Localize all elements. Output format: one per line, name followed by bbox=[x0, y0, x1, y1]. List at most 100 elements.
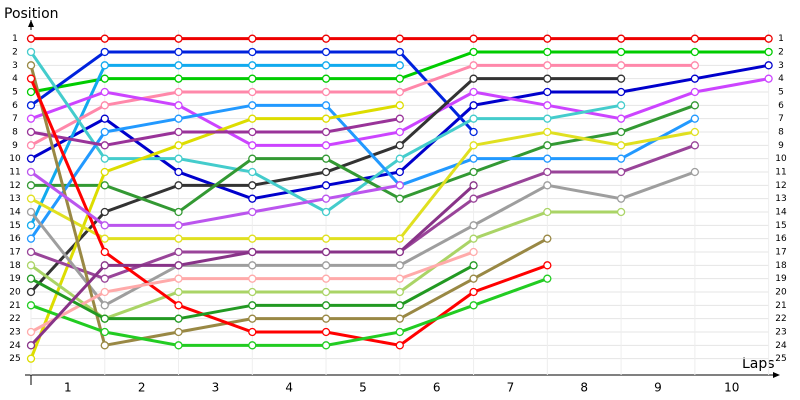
point bbox=[321, 34, 331, 43]
point bbox=[321, 47, 331, 57]
point bbox=[690, 127, 700, 137]
point bbox=[100, 181, 109, 190]
y-tick-label-right: 24 bbox=[775, 341, 787, 351]
point bbox=[395, 274, 404, 283]
point bbox=[100, 47, 109, 57]
point bbox=[616, 207, 626, 217]
y-tick-label-right: 9 bbox=[778, 141, 784, 151]
point bbox=[543, 87, 552, 97]
point bbox=[26, 287, 36, 297]
point bbox=[543, 234, 552, 243]
point bbox=[26, 301, 36, 310]
point bbox=[469, 194, 478, 203]
point bbox=[469, 87, 478, 97]
point bbox=[174, 314, 183, 323]
point bbox=[690, 101, 700, 110]
point bbox=[321, 141, 331, 150]
point bbox=[395, 127, 404, 137]
y-tick-label-right: 16 bbox=[775, 234, 787, 244]
point bbox=[100, 234, 109, 243]
point bbox=[26, 61, 36, 70]
point bbox=[764, 61, 773, 70]
point bbox=[321, 261, 331, 270]
point bbox=[321, 234, 331, 243]
point bbox=[764, 34, 773, 43]
point bbox=[100, 34, 109, 43]
point bbox=[321, 87, 331, 97]
series-line bbox=[30, 117, 401, 147]
y-tick-label-right: 22 bbox=[775, 314, 786, 324]
point bbox=[174, 207, 183, 217]
point bbox=[248, 301, 257, 310]
point bbox=[321, 287, 331, 297]
point bbox=[248, 74, 257, 83]
point bbox=[395, 141, 404, 150]
y-tick-label: 19 bbox=[9, 274, 21, 284]
point bbox=[100, 261, 109, 270]
point bbox=[26, 234, 36, 243]
series-line bbox=[30, 130, 696, 241]
point bbox=[616, 194, 626, 203]
y-tick-label: 25 bbox=[9, 354, 20, 364]
point bbox=[395, 261, 404, 270]
point bbox=[100, 221, 109, 230]
point bbox=[26, 194, 36, 203]
point bbox=[690, 87, 700, 97]
point bbox=[174, 301, 183, 310]
point bbox=[469, 61, 478, 70]
point bbox=[543, 74, 552, 83]
point bbox=[174, 274, 183, 283]
point bbox=[543, 181, 552, 190]
point bbox=[248, 314, 257, 323]
point bbox=[100, 141, 109, 150]
point bbox=[469, 114, 478, 123]
point bbox=[26, 327, 36, 337]
point bbox=[690, 61, 700, 70]
point bbox=[248, 287, 257, 297]
point bbox=[395, 154, 404, 163]
point bbox=[543, 34, 552, 43]
point bbox=[248, 114, 257, 123]
y-tick-label-right: 5 bbox=[778, 87, 784, 97]
point bbox=[395, 87, 404, 97]
point bbox=[690, 47, 700, 57]
y-tick-label: 6 bbox=[12, 101, 18, 111]
point bbox=[26, 181, 36, 190]
point bbox=[26, 274, 36, 283]
point bbox=[616, 47, 626, 57]
y-tick-label: 20 bbox=[9, 287, 21, 297]
point bbox=[395, 74, 404, 83]
point bbox=[248, 261, 257, 270]
point bbox=[395, 194, 404, 203]
y-tick-label-right: 18 bbox=[775, 261, 787, 271]
point bbox=[100, 101, 109, 110]
point bbox=[26, 207, 36, 217]
point bbox=[690, 74, 700, 83]
y-tick-label: 4 bbox=[12, 74, 18, 84]
point bbox=[321, 207, 331, 217]
point bbox=[174, 61, 183, 70]
x-tick-label: 8 bbox=[580, 381, 588, 395]
point bbox=[26, 221, 36, 230]
point bbox=[248, 207, 257, 217]
y-tick-label: 2 bbox=[12, 47, 18, 57]
series-line bbox=[30, 277, 548, 347]
point bbox=[395, 341, 404, 350]
point bbox=[321, 341, 331, 350]
point bbox=[100, 247, 109, 257]
y-tick-label-right: 1 bbox=[778, 34, 784, 44]
point bbox=[321, 154, 331, 163]
point bbox=[469, 127, 478, 137]
point bbox=[469, 221, 478, 230]
y-tick-label: 15 bbox=[9, 221, 20, 231]
y-tick-label-right: 14 bbox=[775, 207, 787, 217]
point bbox=[26, 114, 36, 123]
point bbox=[543, 261, 552, 270]
point bbox=[321, 194, 331, 203]
y-tick-label: 3 bbox=[12, 61, 18, 71]
point bbox=[690, 114, 700, 123]
point bbox=[26, 247, 36, 257]
point bbox=[395, 47, 404, 57]
point bbox=[174, 234, 183, 243]
point bbox=[321, 101, 331, 110]
